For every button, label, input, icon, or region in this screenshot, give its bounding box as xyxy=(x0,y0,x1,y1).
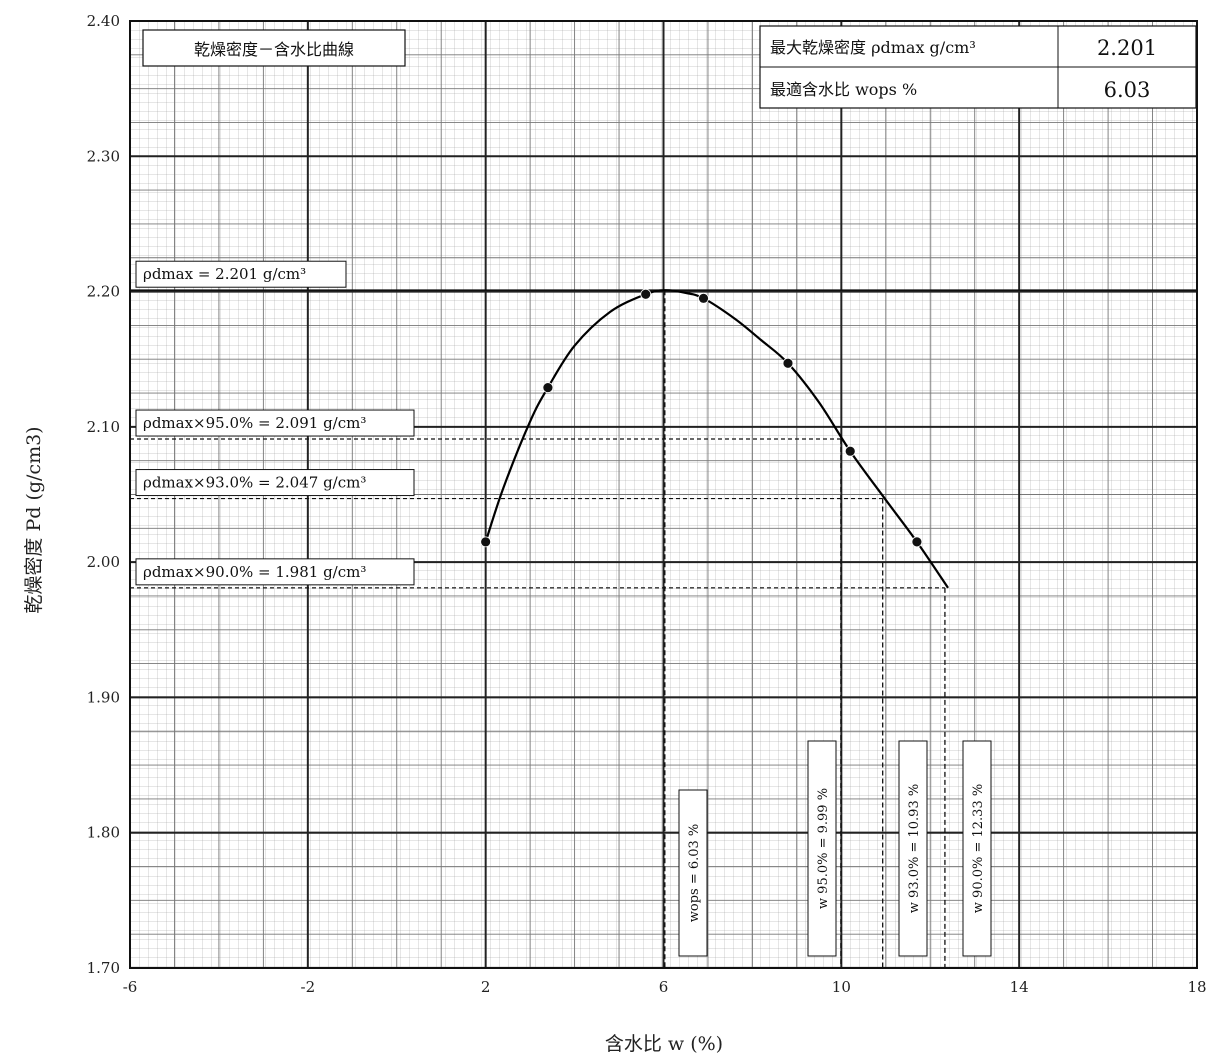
y-tick-label: 2.30 xyxy=(87,147,120,165)
horizontal-reference-labels: ρdmax = 2.201 g/cm³ ρdmax×95.0% = 2.091 g… xyxy=(135,260,415,586)
h-ref-label: ρdmax×90.0% = 1.981 g/cm³ xyxy=(143,563,366,581)
data-point xyxy=(911,536,923,548)
y-tick-label: 2.10 xyxy=(87,418,120,436)
h-ref-label: ρdmax×93.0% = 2.047 g/cm³ xyxy=(143,474,366,492)
y-tick-label: 2.00 xyxy=(87,553,120,571)
h-ref-label: ρdmax = 2.201 g/cm³ xyxy=(143,265,306,283)
h-ref-label-box xyxy=(135,469,415,497)
x-tick-label: 14 xyxy=(1010,978,1029,996)
v-ref-label: w 95.0% = 9.99 % xyxy=(816,788,831,909)
x-tick-label: 2 xyxy=(481,978,491,996)
summary-label-opt-water: 最適含水比 wops % xyxy=(770,80,917,99)
chart-title-box: 乾燥密度－含水比曲線 xyxy=(142,29,406,67)
v-ref-label: w 90.0% = 12.33 % xyxy=(971,784,986,913)
summary-value-opt-water: 6.03 xyxy=(1104,78,1151,102)
data-point xyxy=(782,357,794,369)
data-point xyxy=(844,445,856,457)
summary-table: 最大乾燥密度 ρdmax g/cm³ 2.201 最適含水比 wops % 6.… xyxy=(759,25,1197,109)
y-tick-label: 2.40 xyxy=(87,12,120,30)
data-point xyxy=(542,382,554,394)
vertical-reference-labels: wops = 6.03 % w 95.0% = 9.99 % w 93.0% = 1… xyxy=(678,740,992,957)
y-tick-label: 1.90 xyxy=(87,688,120,706)
data-point xyxy=(698,292,709,304)
x-tick-label: -2 xyxy=(301,978,316,996)
y-tick-label: 2.20 xyxy=(87,283,120,301)
h-ref-label-box xyxy=(135,558,415,586)
data-point xyxy=(640,288,652,300)
tick-labels: -6 -2 2 6 10 14 18 1.70 1.80 1.90 2.00 2.10 2.20 2.30… xyxy=(87,12,1207,996)
v-ref-label-box xyxy=(898,740,928,957)
v-ref-label-box xyxy=(807,740,837,957)
x-tick-label: 18 xyxy=(1187,978,1206,996)
y-tick-label: 1.70 xyxy=(87,959,120,977)
v-ref-label: wops = 6.03 % xyxy=(687,824,702,923)
x-tick-label: -6 xyxy=(123,978,138,996)
v-ref-label-box xyxy=(678,789,708,957)
x-axis-title: 含水比 w (%) xyxy=(605,1033,723,1055)
summary-value-max-density: 2.201 xyxy=(1097,36,1157,60)
h-ref-label: ρdmax×95.0% = 2.091 g/cm³ xyxy=(143,414,366,432)
y-axis-title: 乾燥密度 Pd (g/cm3) xyxy=(23,426,45,613)
h-ref-label-box xyxy=(135,409,415,437)
x-tick-label: 6 xyxy=(659,978,669,996)
summary-label-max-density: 最大乾燥密度 ρdmax g/cm³ xyxy=(770,38,976,57)
y-tick-label: 1.80 xyxy=(87,824,120,842)
plot-frame xyxy=(129,20,1198,969)
v-ref-label: w 93.0% = 10.93 % xyxy=(907,784,922,913)
h-ref-label-box xyxy=(135,260,347,288)
x-tick-label: 10 xyxy=(832,978,851,996)
series xyxy=(480,288,949,589)
data-point xyxy=(480,536,492,548)
plot-border xyxy=(129,20,1198,969)
grid-lines xyxy=(129,20,1198,969)
v-ref-label-box xyxy=(962,740,992,957)
chart-title: 乾燥密度－含水比曲線 xyxy=(194,40,354,59)
